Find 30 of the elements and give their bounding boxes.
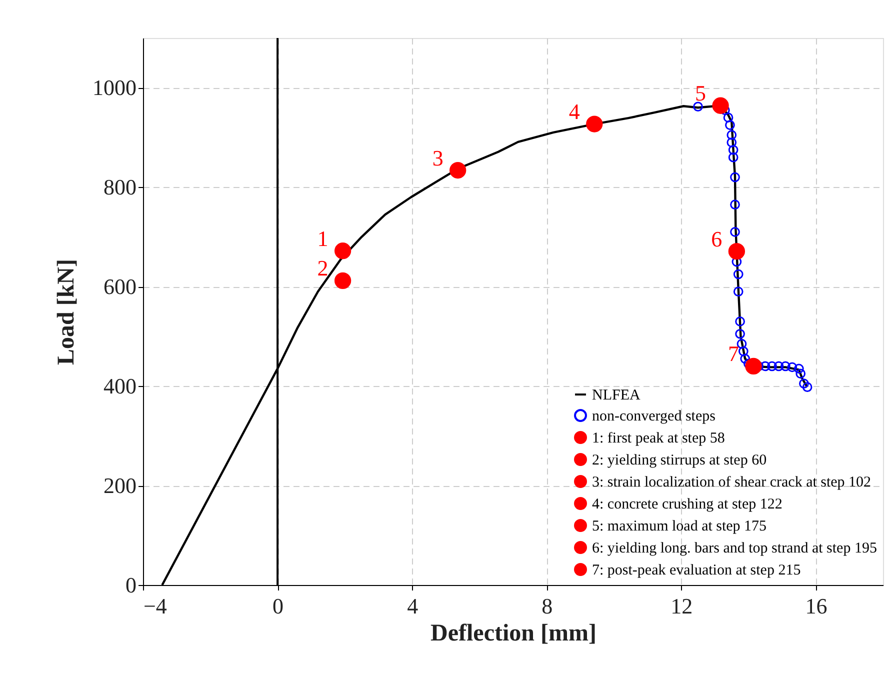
legend-label: 3: strain localization of shear crack at step 102 (592, 474, 872, 490)
y-axis-title: Load [kN] (54, 258, 80, 366)
x-tick-label: 16 (805, 594, 828, 618)
legend-label: NLFEA (592, 388, 640, 404)
x-tick-label: −4 (144, 594, 167, 618)
y-tick-label: 800 (104, 174, 136, 200)
x-tick-label: 4 (407, 594, 418, 618)
y-tick-label: 200 (104, 473, 136, 498)
legend-label: 7: post-peak evaluation at step 215 (592, 562, 801, 578)
x-axis-title: Deflection [mm] (430, 620, 596, 646)
x-tick-label: 8 (542, 594, 553, 618)
y-tick-label: 0 (126, 572, 136, 598)
legend-label: 6: yielding long. bars and top strand at step 195 (592, 540, 877, 556)
annotation: 1 (317, 226, 328, 251)
x-tick-label: 0 (272, 594, 284, 618)
legend-label: 5: maximum load at step 175 (592, 518, 767, 534)
annotation: 3 (432, 145, 444, 170)
legend-label: non-converged steps (592, 408, 716, 424)
annotation: 5 (695, 80, 706, 106)
annotation: 2 (317, 256, 328, 281)
legend-label: 4: concrete crushing at step 122 (592, 496, 782, 512)
y-tick-label: 600 (104, 274, 136, 300)
annotation: 7 (728, 341, 739, 366)
x-tick-label: 12 (670, 594, 693, 618)
legend-label: 1: first peak at step 58 (592, 430, 725, 446)
annotation: 4 (568, 99, 580, 124)
legend-label: 2: yielding stirrups at step 60 (592, 452, 767, 468)
y-tick-label: 1000 (92, 75, 136, 100)
annotation: 6 (711, 226, 722, 252)
y-tick-label: 400 (104, 374, 136, 399)
